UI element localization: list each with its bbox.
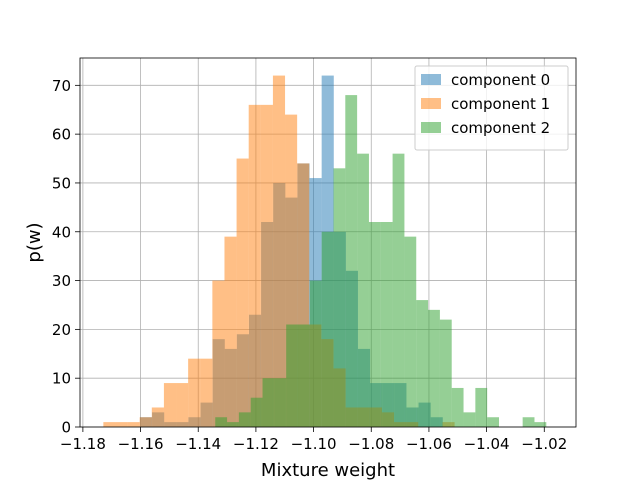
legend-swatch — [421, 122, 441, 133]
histogram-bar — [345, 95, 358, 427]
y-tick-label: 50 — [52, 174, 71, 192]
y-tick-label: 20 — [52, 321, 71, 339]
histogram-bar — [298, 324, 310, 427]
series-2-bars — [215, 95, 547, 428]
histogram-bar — [392, 153, 405, 427]
histogram-bar — [103, 422, 116, 427]
x-tick-label: −1.16 — [118, 435, 164, 453]
legend-swatch — [421, 98, 441, 109]
histogram-bar — [286, 324, 299, 427]
histogram-bar — [215, 417, 228, 427]
histogram-bar — [176, 383, 189, 427]
x-axis-ticks: −1.18 −1.16 −1.14 −1.12 −1.10 −1.08 −1.06 −1.04… — [60, 427, 567, 453]
histogram-bar — [357, 153, 369, 427]
histogram-bar — [333, 168, 346, 428]
histogram-bar — [127, 422, 140, 427]
y-tick-label: 70 — [52, 77, 71, 95]
histogram-bar — [224, 236, 237, 427]
x-tick-label: −1.14 — [175, 435, 221, 453]
axes-frame — [79, 57, 577, 428]
y-tick-label: 0 — [61, 419, 71, 437]
histogram-bar — [274, 378, 287, 427]
histogram-bar — [404, 236, 417, 427]
y-axis-ticks: 0 10 20 30 40 50 60 70 — [52, 77, 80, 437]
y-tick-label: 40 — [52, 223, 71, 241]
histogram-bar — [428, 309, 440, 427]
x-tick-label: −1.08 — [348, 435, 394, 453]
histogram-bar — [451, 387, 464, 427]
histogram-bar — [475, 387, 488, 427]
x-axis-label: Mixture weight — [261, 460, 395, 480]
histogram-bar — [250, 397, 263, 427]
legend-box — [414, 65, 569, 151]
histogram-bars — [103, 75, 547, 428]
histogram-bar — [236, 158, 249, 428]
legend-label: component 0 — [451, 71, 550, 89]
histogram-bar — [522, 417, 535, 427]
histogram-bar — [227, 422, 239, 427]
histogram-bar — [248, 104, 261, 427]
y-tick-label: 30 — [52, 272, 71, 290]
histogram-bar — [238, 412, 251, 427]
x-tick-label: −1.02 — [521, 435, 567, 453]
histogram-bar — [272, 75, 286, 428]
legend: component 0 component 1 component 2 — [414, 65, 569, 151]
y-axis-label: p(w) — [24, 222, 45, 262]
histogram-bar — [188, 358, 201, 427]
histogram-bar — [262, 378, 275, 427]
x-tick-label: −1.18 — [60, 435, 106, 453]
x-tick-label: −1.12 — [233, 435, 279, 453]
histogram-bar — [463, 412, 476, 427]
histogram-bar — [200, 358, 213, 427]
legend-label: component 2 — [451, 119, 550, 137]
histogram-bar — [368, 222, 381, 427]
histogram-bar — [534, 422, 547, 427]
x-tick-label: −1.10 — [291, 435, 337, 453]
y-tick-label: 10 — [52, 370, 71, 388]
histogram-bar — [487, 417, 500, 427]
y-tick-label: 60 — [52, 126, 71, 144]
histogram-bar — [380, 222, 393, 427]
legend-swatch — [421, 74, 441, 85]
histogram-bar — [416, 300, 429, 427]
histogram-bar — [151, 407, 164, 427]
histogram-bar — [212, 280, 225, 427]
legend-label: component 1 — [451, 95, 550, 113]
histogram-bar — [309, 280, 322, 427]
histogram-bar — [139, 417, 152, 427]
histogram-bar — [321, 231, 334, 427]
x-tick-label: −1.06 — [406, 435, 452, 453]
histogram-bar — [260, 104, 273, 427]
histogram-bar — [163, 383, 177, 427]
x-tick-label: −1.04 — [464, 435, 510, 453]
histogram-bar — [115, 422, 128, 427]
histogram-bar — [439, 319, 452, 427]
